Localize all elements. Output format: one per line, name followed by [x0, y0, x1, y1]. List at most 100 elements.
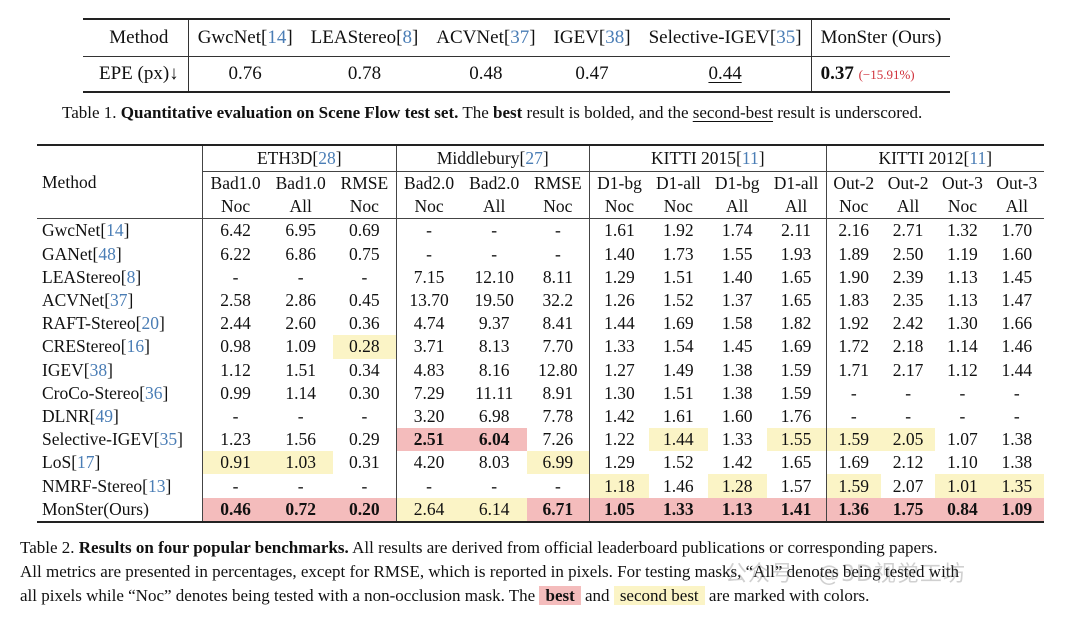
table-cell: 1.92 — [825, 312, 881, 336]
citation-link[interactable]: 35 — [776, 27, 796, 48]
table-cell: - — [297, 405, 304, 426]
citation-link[interactable]: 14 — [267, 27, 287, 48]
table-cell: - — [395, 242, 462, 266]
citation-link[interactable]: 36 — [145, 382, 163, 403]
table-2-method-header: Method — [37, 145, 203, 220]
table-cell: 8.11 — [542, 266, 573, 287]
table-cell: 1.46 — [663, 475, 694, 496]
method-name: DLNR[49] — [42, 405, 119, 426]
citation-link[interactable]: 13 — [147, 475, 166, 496]
table-cell: 1.14 — [285, 382, 316, 403]
table-cell: - — [491, 243, 498, 264]
table-cell-best: 1.09 — [989, 497, 1044, 522]
table-cell: 6.22 — [202, 242, 269, 266]
table-cell: - — [361, 405, 368, 426]
metric-header: All — [707, 195, 767, 220]
table-cell: 1.23 — [202, 428, 269, 452]
table-cell: - — [395, 218, 462, 243]
table-cell: 4.20 — [395, 451, 462, 475]
table-row: LoS[17] 0.91 1.03 0.31 4.20 8.03 6.99 1.29 1.52 1… — [37, 451, 1044, 475]
table-cell: 1.38 — [1001, 452, 1033, 473]
benchmark-group-header: Middlebury[27] — [395, 145, 590, 172]
table-row: Selective-IGEV[35] 1.23 1.56 0.29 2.51 6.04 7.… — [37, 428, 1044, 452]
second-best-legend-chip: second best — [613, 586, 705, 605]
method-name: ACVNet[37] — [42, 290, 134, 311]
citation-link[interactable]: 27 — [525, 148, 543, 168]
table-cell-best: 1.13 — [707, 497, 767, 522]
table-cell: 1.82 — [780, 313, 812, 334]
table-cell: 2.11 — [781, 220, 812, 241]
table-cell: 8.41 — [542, 313, 574, 334]
table-cell: 0.45 — [349, 290, 380, 311]
table-cell: 2.18 — [892, 336, 924, 357]
table-cell: 2.44 — [202, 312, 269, 336]
citation-link[interactable]: 35 — [159, 429, 178, 450]
metric-header: All — [461, 195, 527, 220]
table-cell: 1.65 — [780, 290, 812, 311]
table-cell: 2.39 — [892, 266, 924, 287]
table-cell: - — [905, 382, 912, 403]
improvement-delta: (−15.91%) — [858, 67, 915, 82]
citation-link[interactable]: 14 — [106, 220, 124, 241]
citation-link[interactable]: 8 — [126, 266, 136, 287]
table-cell: 1.12 — [202, 358, 269, 382]
table-2-group-header-row: Method ETH3D[28] Middlebury[27] KITTI 2015[… — [37, 145, 1044, 220]
citation-link[interactable]: 11 — [741, 148, 759, 168]
table-cell: 1.30 — [947, 313, 978, 334]
table-1-epe-label: EPE (px)↓ — [83, 56, 189, 92]
citation-link[interactable]: 17 — [77, 452, 95, 473]
table-cell: 1.73 — [663, 243, 694, 264]
table-cell: 0.78 — [347, 63, 382, 84]
table-cell-second-best: 1.59 — [825, 474, 881, 498]
metric-header: D1-all — [656, 173, 701, 194]
table-cell: 0.29 — [349, 429, 380, 450]
citation-link[interactable]: 20 — [141, 313, 160, 334]
table-1-scene-flow: Method GwcNet[14] LEAStereo[8] ACVNet[37… — [83, 18, 951, 93]
table-cell: 1.74 — [721, 220, 753, 241]
table-cell-best: 0.20 — [333, 497, 397, 522]
table-cell-second-best: 1.01 — [935, 474, 990, 498]
table-2-metric-row2: Noc All Noc Noc All Noc Noc Noc All All Noc All Noc A… — [37, 195, 1044, 220]
table-cell: 1.33 — [721, 429, 753, 450]
metric-header: Bad2.0 — [469, 173, 520, 194]
table-cell: - — [825, 404, 881, 429]
table-cell-second-best: 1.28 — [707, 474, 767, 498]
table-row: CREStereo[16] 0.98 1.09 0.28 3.71 8.13 7.70 1.3… — [37, 335, 1044, 359]
table-cell: 1.65 — [780, 452, 812, 473]
table-cell: 1.51 — [285, 359, 316, 380]
table-cell: - — [959, 382, 966, 403]
metric-header: Noc — [526, 195, 590, 220]
table-1-epe-row: EPE (px)↓ 0.76 0.78 0.48 0.47 0.44 0.37 … — [83, 56, 950, 92]
table-row: GwcNet[14] 6.42 6.95 0.69- - -1.61 1.92 1.74 2.1… — [37, 218, 1044, 243]
table-cell: 8.13 — [478, 336, 510, 357]
table-cell: 0.34 — [349, 359, 380, 380]
metric-header: D1-bg — [714, 173, 760, 194]
citation-link[interactable]: 49 — [95, 405, 113, 426]
table-1-col-gwcnet: GwcNet[14] — [188, 19, 302, 57]
table-cell: 2.60 — [285, 313, 316, 334]
citation-link[interactable]: 16 — [126, 336, 145, 357]
table-cell: 1.45 — [1001, 266, 1033, 287]
citation-link[interactable]: 28 — [318, 148, 336, 168]
table-cell: 0.47 — [575, 63, 609, 84]
metric-header: Bad1.0 — [275, 173, 326, 194]
table-cell: 0.98 — [202, 335, 269, 359]
method-name: LEAStereo[8] — [42, 266, 142, 287]
table-cell: 6.86 — [285, 243, 316, 264]
table-cell: - — [1013, 382, 1020, 403]
table-1-col-monster: MonSter (Ours) — [811, 19, 951, 57]
table-row: RAFT-Stereo[20] 2.44 2.60 0.36 4.74 9.37 8.41 1… — [37, 312, 1044, 336]
citation-link[interactable]: 38 — [605, 27, 625, 48]
metric-header: RMSE — [534, 173, 582, 194]
table-1-method-header: Method — [83, 19, 189, 57]
method-name: GANet[48] — [42, 243, 122, 264]
citation-link[interactable]: 38 — [89, 359, 108, 380]
method-name: NMRF-Stereo[13] — [42, 475, 172, 496]
citation-link[interactable]: 48 — [98, 243, 116, 264]
citation-link[interactable]: 11 — [969, 148, 987, 168]
citation-link[interactable]: 37 — [510, 27, 530, 48]
citation-link[interactable]: 8 — [402, 27, 412, 48]
citation-link[interactable]: 37 — [110, 290, 128, 311]
metric-header: Noc — [589, 195, 649, 220]
table-cell: - — [554, 220, 561, 241]
